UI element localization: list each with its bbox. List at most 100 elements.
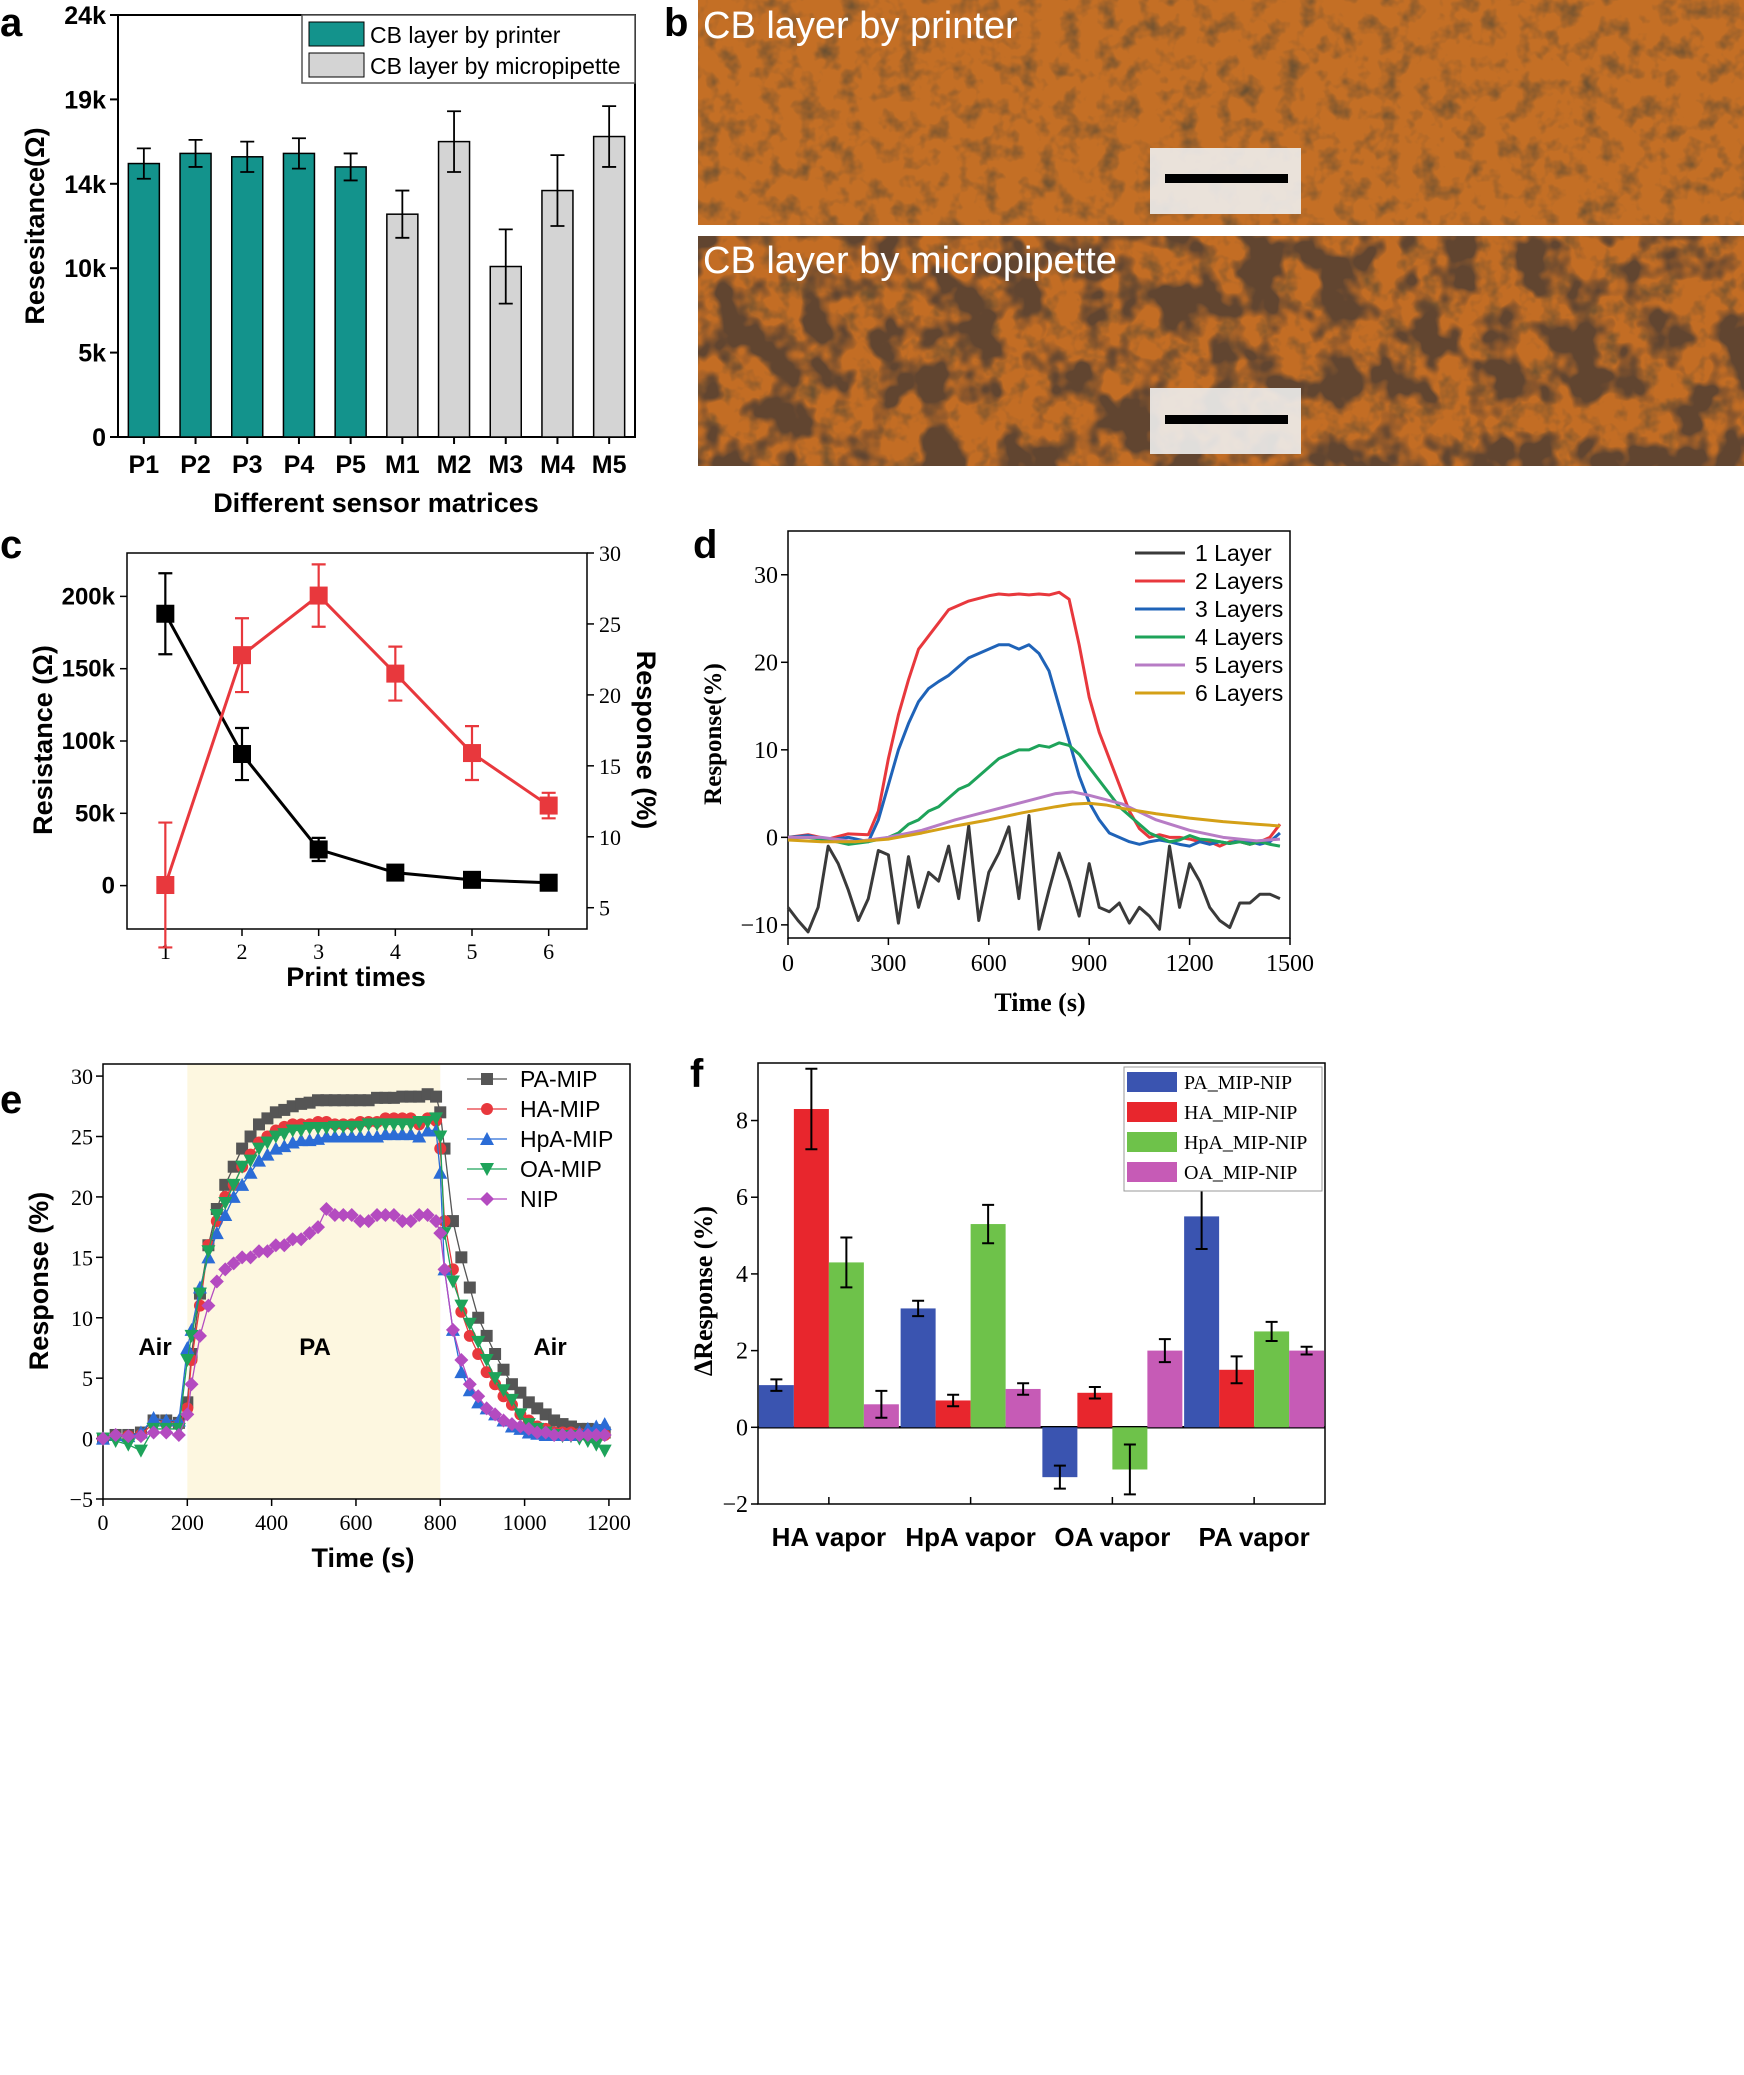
f-errorbar [1230,1355,1243,1385]
a-xtick-label: M5 [592,451,627,479]
e-marker-nip [218,1262,233,1277]
e-marker-hpa-mip [412,1129,427,1143]
e-marker-nip [572,1427,587,1442]
e-marker-nip [555,1427,570,1442]
e-marker-oa-mip [218,1196,233,1210]
e-marker-nip [336,1208,351,1223]
scale-bar-printer [1165,174,1288,183]
e-marker-oa-mip [209,1209,224,1223]
c-line-resistance [164,613,549,885]
e-marker-nip [454,1353,469,1368]
e-marker-oa-mip [201,1245,216,1259]
e-marker-oa-mip [184,1329,199,1343]
a-errorbar-M1 [395,189,410,239]
d-ytick-label: 10 [754,738,778,764]
e-marker-nip [319,1202,334,1216]
e-marker-nip [563,1427,578,1442]
e-marker-nip [285,1232,300,1247]
panel-labels: a b c d e f [0,1,717,1122]
panel-c-line-chart: 1 2 3 4 5 6 0 50k 100k 150k 200k 5 10 15 20 25 30 Print … [28,541,661,992]
e-ytick-label: 5 [82,1366,93,1391]
f-ytick-label: 4 [736,1262,748,1288]
e-marker-nip [159,1425,174,1440]
panel-d-xlabel: Time (s) [994,988,1085,1017]
e-marker-oa-mip [504,1393,519,1407]
e-marker-pa-mip [227,1160,240,1173]
annotation-pa: PA [299,1334,331,1361]
panel-e-ylabel: Response (%) [24,1192,54,1371]
f-legend-label: PA_MIP-NIP [1184,1072,1292,1094]
d-ytick-label: 0 [766,825,778,851]
e-marker-oa-mip [192,1287,207,1301]
e-marker-oa-mip [294,1124,309,1138]
micrograph-micropipette-caption: CB layer by micropipette [703,240,1117,282]
e-marker-oa-mip [479,1354,494,1368]
e-marker-oa-mip [488,1372,503,1386]
c-ytick-left-label: 200k [62,583,116,610]
a-bar-M5 [592,135,626,438]
panel-c-frame [126,552,588,930]
e-marker-nip [597,1427,612,1442]
annotation-air-right: Air [533,1334,566,1361]
d-xtick-label: 900 [1071,951,1107,977]
c-ytick-right-label: 20 [599,683,621,708]
a-xtick-label: M2 [437,451,472,479]
panel-d-frame [787,530,1291,939]
f-errorbar [875,1389,888,1419]
e-marker-nip [403,1214,418,1229]
e-legend-marker [481,1103,493,1115]
c-xtick-label: 6 [543,939,554,964]
d-ytick-label: 30 [754,563,778,589]
d-xtick-label: 300 [870,951,906,977]
e-marker-nip [361,1214,376,1229]
e-marker-hpa-mip [277,1139,292,1153]
e-marker-nip [445,1322,460,1337]
e-marker-oa-mip [260,1136,275,1150]
micrograph-printer-caption: CB layer by printer [703,5,1018,47]
f-legend-swatch [1127,1132,1177,1152]
e-marker-nip [530,1425,545,1440]
e-marker-nip [504,1417,519,1432]
e-xtick-label: 600 [339,1510,372,1535]
panel-c-xlabel: Print times [286,962,426,992]
e-marker-oa-mip [589,1438,604,1452]
e-marker-nip [386,1208,401,1223]
e-xtick-label: 1200 [587,1510,631,1535]
e-legend-label: HA-MIP [520,1096,601,1122]
panel-f-frame [757,1062,1326,1505]
e-marker-nip [192,1328,207,1343]
panel-f-ylabel: ΔResponse (%) [689,1206,718,1376]
e-marker-pa-mip [236,1142,249,1155]
e-marker-nip [108,1427,123,1442]
c-ytick-left-label: 50k [75,800,116,827]
c-ytick-left-label: 150k [62,656,116,683]
f-errorbar [947,1393,960,1408]
panel-a-xlabel: Different sensor matrices [213,488,539,518]
a-bar-P3 [231,156,264,438]
d-legend-label: 3 Layers [1195,596,1283,622]
e-legend-label: OA-MIP [520,1156,602,1182]
c-xtick-label: 1 [160,939,171,964]
c-xtick-label: 2 [237,939,248,964]
e-marker-nip [378,1208,393,1223]
e-marker-oa-mip [353,1120,368,1134]
a-bar-P4 [282,152,316,438]
c-marker-response [309,586,328,605]
e-marker-nip [395,1214,410,1229]
f-errorbar [805,1067,818,1151]
panel-label-a: a [0,1,23,45]
e-marker-hpa-mip [218,1208,233,1222]
e-marker-hpa-mip [597,1417,612,1431]
e-marker-pa-mip [472,1311,485,1324]
panel-e-frame [102,1063,631,1500]
e-marker-nip [327,1208,342,1223]
e-marker-nip [420,1208,435,1223]
panel-f-legend: PA_MIP-NIP HA_MIP-NIP HpA_MIP-NIP OA_MIP-NI… [1123,1066,1323,1192]
e-marker-oa-mip [180,1354,195,1368]
e-ytick-label: 10 [71,1306,93,1331]
f-errorbar [840,1236,853,1289]
f-errorbar [1265,1320,1278,1343]
panel-f-bar-chart: −2 0 2 4 6 8 HA vapor HpA vapor OA vapor PA vapor… [689,1062,1326,1552]
